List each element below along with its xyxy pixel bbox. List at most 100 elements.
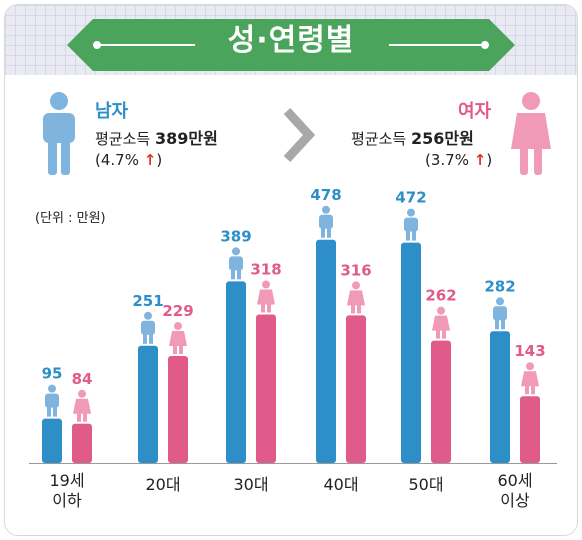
mini-icon-leg [357,304,361,314]
female-change: (3.7% ↑) [425,151,492,169]
female-mini-icon-2 [257,280,275,313]
female-income-value: 256만원 [410,129,474,148]
banner-dot-right [481,41,489,49]
mini-icon-body [521,371,539,387]
female-label: 여자 [458,101,492,122]
female-income: 평균소득 256만원 [351,125,474,149]
mini-icon-leg [436,329,440,339]
female-mini-icon-4 [432,306,450,339]
data-label-female-5: 143 [514,342,545,360]
bar-female-5 [520,396,540,463]
mini-icon-head [262,280,270,289]
data-label-female-0: 84 [72,370,93,388]
category-label-1: 20대 [145,475,181,494]
mini-icon-leg [351,304,355,314]
data-label-female-4: 262 [425,287,456,305]
data-label-male-0: 95 [42,365,63,383]
mini-icon-leg [525,385,529,395]
bar-male-1 [138,345,158,463]
mini-icon-leg [495,318,499,330]
bar-female-4 [431,340,451,463]
male-income-value: 389만원 [154,129,218,148]
male-change: (4.7% ↑) [95,151,162,169]
bar-male-3 [316,239,336,463]
female-income-prefix: 평균소득 [351,130,411,148]
bar-female-1 [168,356,188,463]
mini-icon-leg [53,405,57,417]
mini-icon-body [257,289,275,305]
mini-icon-leg [149,332,153,344]
unit-label: (단위 : 만원) [35,211,106,226]
chevron-right-icon [283,107,315,163]
banner-dot-left [93,41,101,49]
bar-male-0 [42,418,62,463]
mini-icon-head [174,322,182,331]
male-mini-icon-4 [404,208,418,241]
bar-female-2 [256,314,276,463]
mini-icon-leg [237,268,241,280]
mini-icon-head [48,384,56,393]
female-person-icon [511,92,551,175]
mini-icon-body [141,320,155,335]
female-mini-icon-1 [169,322,187,355]
mini-icon-leg [442,329,446,339]
mini-icon-leg [173,345,177,355]
male-mini-icon-1 [141,311,155,344]
mini-icon-body [493,306,507,321]
data-label-male-3: 478 [310,186,341,204]
up-arrow-icon: ↑ [473,151,487,169]
male-mini-icon-0 [45,384,59,417]
bar-male-5 [490,331,510,463]
data-label-male-1: 251 [132,292,163,310]
data-label-female-1: 229 [162,302,193,320]
mini-icon-leg [531,385,535,395]
bar-male-4 [401,242,421,463]
mini-icon-leg [231,268,235,280]
mini-icon-body [73,398,91,414]
page-title: 성·연령별 [227,23,355,58]
mini-icon-leg [406,229,410,241]
data-label-male-2: 389 [220,227,251,245]
male-mini-icon-2 [229,247,243,280]
category-label-0: 19세 이하 [49,471,85,510]
mini-icon-leg [143,332,147,344]
mini-icon-leg [327,226,331,238]
mini-icon-body [229,256,243,271]
mini-icon-head [144,311,152,320]
category-label-2: 30대 [233,475,269,494]
bar-chart: 95 251 389 478 472 282 84 229 318 316 262 143 [29,186,557,464]
data-label-female-2: 318 [250,260,281,278]
category-label-4: 50대 [408,475,444,494]
mini-icon-leg [267,303,271,313]
up-arrow-icon: ↑ [143,151,157,169]
mini-icon-body [432,315,450,331]
male-change-value: (4.7% [95,151,139,169]
mini-icon-head [232,247,240,256]
male-change-close: ) [156,151,163,169]
mini-icon-head [352,281,360,290]
mini-icon-body [319,214,333,229]
mini-icon-body [347,290,365,306]
female-change-close: ) [486,151,493,169]
male-person-icon [43,92,75,175]
mini-icon-head [407,208,415,217]
category-label-5: 60세 이상 [497,471,533,510]
bar-female-3 [346,315,366,463]
male-income: 평균소득 389만원 [95,125,218,149]
mini-icon-leg [321,226,325,238]
data-label-male-4: 472 [395,189,426,207]
male-mini-icon-5 [493,297,507,330]
male-mini-icon-3 [319,205,333,238]
mini-icon-leg [412,229,416,241]
mini-icon-leg [501,318,505,330]
category-label-3: 40대 [323,475,359,494]
mini-icon-leg [83,412,87,422]
mini-icon-head [496,297,504,306]
mini-icon-leg [179,345,183,355]
mini-icon-head [322,205,330,214]
mini-icon-body [45,393,59,408]
mini-icon-leg [77,412,81,422]
infographic-card: 성·연령별 남자 평균소득 389만원 (4.7% ↑) 여자 평균소득 256… [4,4,578,536]
female-mini-icon-0 [73,389,91,422]
mini-icon-head [526,362,534,371]
